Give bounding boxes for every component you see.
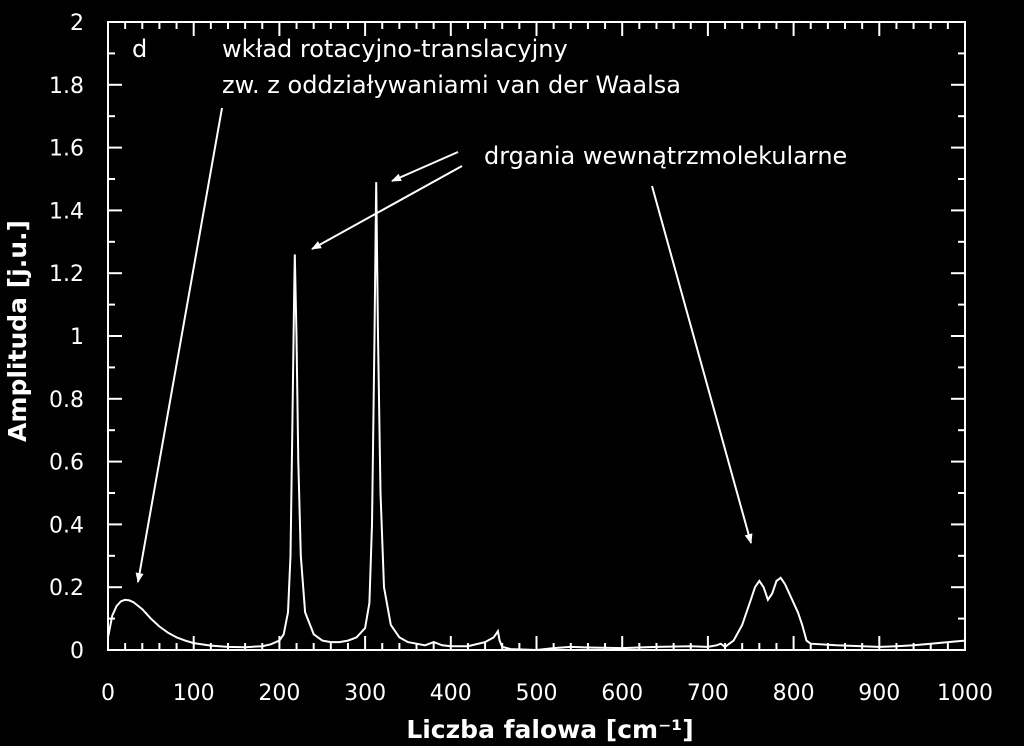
x-axis-ticks <box>107 22 966 650</box>
y-tick-label: 1 <box>70 325 84 350</box>
y-tick-label: 1.8 <box>49 74 84 99</box>
x-tick-label: 200 <box>258 681 300 706</box>
x-tick-label: 0 <box>101 681 115 706</box>
y-tick-label: 0.8 <box>49 388 84 413</box>
y-tick-label: 0.2 <box>49 576 84 601</box>
arrow-peak-3 <box>651 185 753 544</box>
panel-label: d <box>132 35 147 63</box>
y-tick-label: 0.6 <box>49 451 84 476</box>
spectrum-line <box>107 182 966 652</box>
arrow-peak-1 <box>311 165 463 250</box>
annotation-vdw-line2: zw. z oddziaływaniami van der Waalsa <box>222 71 681 99</box>
x-axis-title: Liczba falowa [cm⁻¹] <box>406 715 693 744</box>
y-tick-label: 0.4 <box>49 513 84 538</box>
y-axis-title: Amplituda [j.u.] <box>3 220 32 442</box>
x-tick-label: 700 <box>687 681 729 706</box>
y-axis-ticks <box>108 21 965 651</box>
x-tick-label: 500 <box>516 681 558 706</box>
x-tick-label: 800 <box>773 681 815 706</box>
y-tick-label: 1.4 <box>49 199 84 224</box>
x-tick-label: 100 <box>173 681 215 706</box>
x-tick-label: 900 <box>858 681 900 706</box>
y-tick-label: 1.6 <box>49 137 84 162</box>
annotation-vdw-line1: wkład rotacyjno-translacyjny <box>222 35 568 63</box>
x-tick-label: 400 <box>430 681 472 706</box>
y-tick-label: 2 <box>70 11 84 36</box>
y-tick-label: 1.2 <box>49 262 84 287</box>
x-axis-tick-labels: 0 100 200 300 400 500 600 700 800 900 1000 <box>101 681 993 706</box>
y-tick-label: 0 <box>70 639 84 664</box>
annotation-intramolecular: drgania wewnątrzmolekularne <box>484 142 847 170</box>
y-axis-tick-labels: 0 0.2 0.4 0.6 0.8 1 1.2 1.4 1.6 1.8 2 <box>49 11 84 664</box>
x-tick-label: 300 <box>344 681 386 706</box>
arrow-peak-2 <box>391 151 459 182</box>
x-tick-label: 600 <box>601 681 643 706</box>
x-tick-label: 1000 <box>937 681 993 706</box>
plot-frame <box>107 21 966 651</box>
arrow-vdw <box>135 107 223 583</box>
